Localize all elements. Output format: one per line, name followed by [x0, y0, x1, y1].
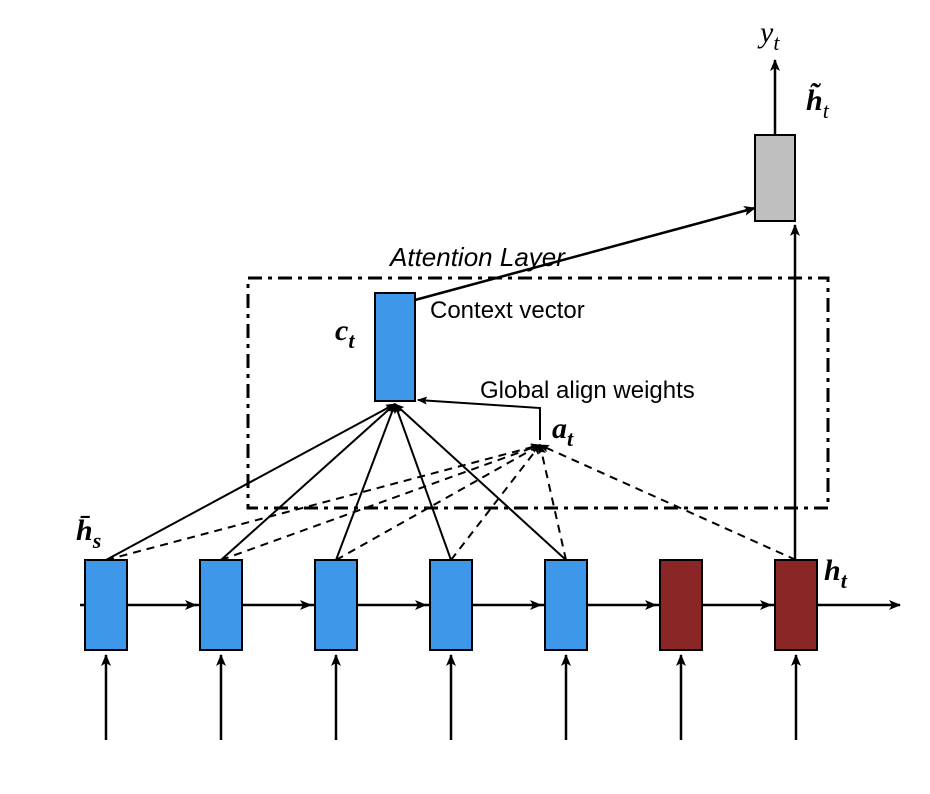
to-at-dashed-arrow [451, 445, 540, 560]
ht-label: ht [824, 554, 848, 593]
to-at-dashed-arrow [540, 445, 796, 560]
encoder-state-box [545, 560, 587, 650]
at-label: at [552, 412, 574, 451]
hs-to-context-arrow [395, 404, 451, 560]
to-at-dashed-arrow [106, 445, 540, 560]
attention-diagram: yt h̃t Attention Layer Context vector ct Glob… [0, 0, 930, 794]
encoder-state-box [200, 560, 242, 650]
encoder-state-box [85, 560, 127, 650]
hs-to-context-arrow [336, 404, 395, 560]
yt-label: yt [757, 16, 780, 55]
global-align-label: Global align weights [480, 377, 695, 404]
context-vector-box [375, 293, 415, 401]
output-hidden-box [755, 135, 795, 221]
at-to-ct-arrow [418, 400, 540, 440]
to-at-dashed-arrow [540, 445, 566, 560]
ct-label: ct [335, 314, 355, 353]
decoder-state-box [660, 560, 702, 650]
attention-layer-label: Attention Layer [388, 242, 566, 272]
to-at-dashed-arrow [221, 445, 540, 560]
hs-to-context-arrow [106, 404, 395, 560]
encoder-state-box [315, 560, 357, 650]
decoder-state-box [775, 560, 817, 650]
hbar-s-label: h̄s [76, 514, 101, 553]
svg-text:h̃t: h̃t [806, 83, 830, 123]
h-tilde-label: h̃t [806, 83, 830, 123]
encoder-state-box [430, 560, 472, 650]
to-at-dashed-arrow [336, 445, 540, 560]
context-vector-label: Context vector [430, 297, 585, 324]
